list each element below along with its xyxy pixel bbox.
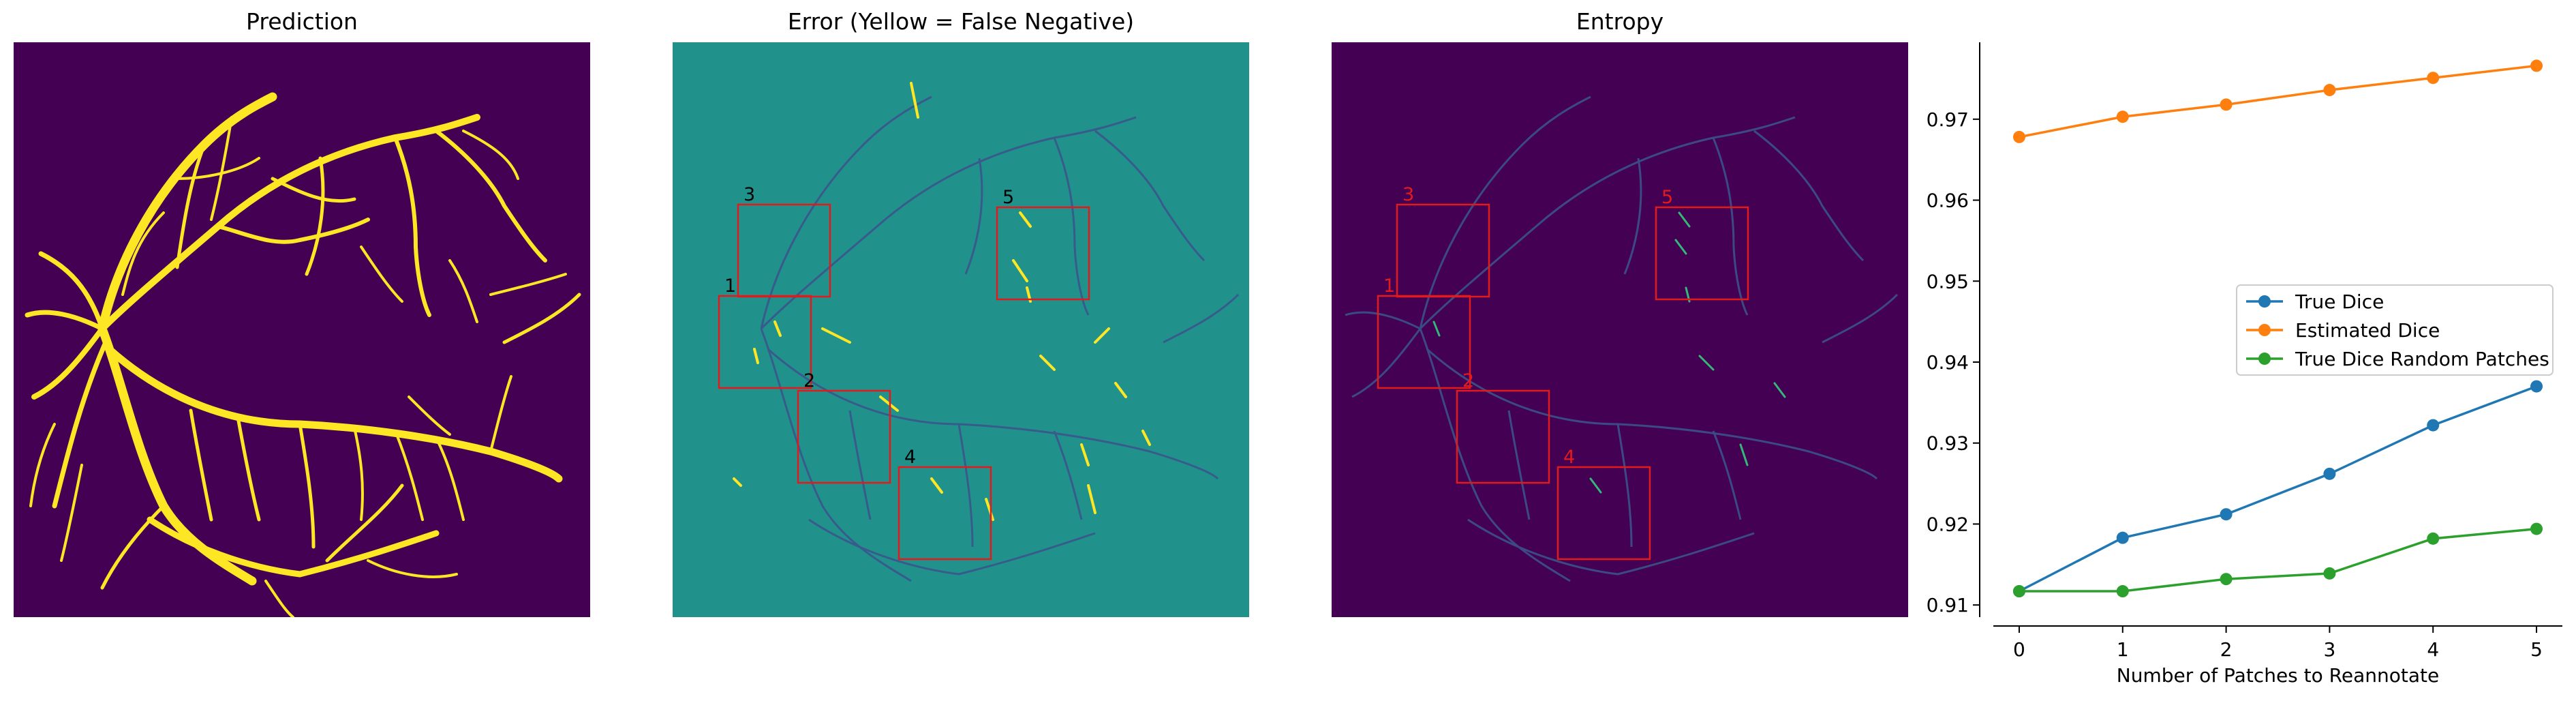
error-patch-boxes: [718, 203, 1090, 561]
x-tick-label: 0: [2013, 638, 2025, 661]
error-patch-label-1: 1: [724, 275, 736, 297]
entropy-patch-box-4: [1557, 466, 1651, 561]
panel-title-entropy: Entropy: [1576, 8, 1664, 35]
legend-item: True Dice Random Patches: [2246, 348, 2549, 370]
x-tick-label: 1: [2117, 638, 2129, 661]
data-point: [2220, 508, 2233, 521]
series-line: [2019, 385, 2537, 593]
data-point: [2530, 522, 2543, 535]
prediction-image: [14, 42, 590, 617]
data-point: [2116, 531, 2129, 544]
data-point: [2427, 72, 2440, 85]
error-map-image: 1 2 3 4 5: [673, 42, 1249, 617]
chart-axes: 0.91 0.92 0.93 0.94 0.95 0.96 0.97 0 1 2 3 4 5: [1927, 42, 2562, 661]
error-patch-label-2: 2: [803, 370, 815, 391]
legend-item: Estimated Dice: [2246, 319, 2440, 342]
y-tick-label: 0.92: [1927, 513, 1969, 535]
entropy-patch-box-3: [1396, 203, 1490, 298]
entropy-patch-label-3: 3: [1402, 184, 1414, 205]
x-tick-label: 3: [2323, 638, 2335, 661]
entropy-patch-label-1: 1: [1383, 275, 1395, 297]
data-point: [2116, 110, 2129, 123]
error-patch-box-2: [797, 389, 891, 484]
false-positive-traces: [760, 95, 1240, 582]
legend-marker: [2258, 324, 2271, 336]
y-tick-label: 0.96: [1927, 190, 1969, 212]
legend-marker: [2258, 295, 2271, 308]
prediction-background: [14, 42, 590, 617]
y-tick-label: 0.93: [1927, 432, 1969, 455]
series-0: [2012, 380, 2543, 598]
entropy-patch-box-5: [1655, 206, 1749, 301]
data-point: [2530, 59, 2543, 72]
legend-marker: [2258, 353, 2271, 365]
series-line: [2019, 64, 2537, 138]
y-tick-label: 0.91: [1927, 594, 1969, 616]
entropy-patch-label-4: 4: [1563, 447, 1575, 468]
error-background: [673, 42, 1249, 617]
legend-box: [2236, 284, 2554, 376]
y-tick-label: 0.94: [1927, 351, 1969, 374]
x-axis-label: Number of Patches to Reannotate: [2117, 664, 2439, 687]
error-patch-label-3: 3: [743, 184, 755, 205]
x-tick-label: 4: [2427, 638, 2439, 661]
legend-item: True Dice: [2246, 290, 2384, 313]
error-patch-box-5: [996, 206, 1090, 301]
x-tick-label: 5: [2530, 638, 2543, 661]
data-point: [2012, 130, 2025, 143]
entropy-patch-box-2: [1456, 389, 1550, 484]
series-2: [2012, 522, 2543, 598]
y-tick-label: 0.97: [1927, 108, 1969, 131]
data-point: [2427, 532, 2440, 545]
series-1: [2012, 59, 2543, 143]
y-tick-label: 0.95: [1927, 270, 1969, 293]
data-point: [2323, 467, 2336, 480]
legend-label: True Dice Random Patches: [2295, 348, 2549, 370]
data-point: [2427, 419, 2440, 432]
chart-series: [2012, 59, 2543, 598]
error-patch-label-4: 4: [904, 447, 916, 468]
uncertainty-edges: [1345, 95, 1899, 582]
data-point: [2012, 585, 2025, 598]
panel-title-error: Error (Yellow = False Negative): [787, 8, 1135, 35]
data-point: [2220, 98, 2233, 111]
error-patch-box-4: [898, 466, 992, 561]
chart-legend: True Dice Estimated Dice True Dice Random …: [2236, 284, 2554, 376]
data-point: [2530, 380, 2543, 393]
entropy-background: [1332, 42, 1908, 617]
entropy-patch-boxes: [1377, 203, 1749, 561]
data-point: [2116, 585, 2129, 598]
data-point: [2323, 567, 2336, 580]
legend-label: True Dice: [2295, 290, 2384, 313]
data-point: [2323, 84, 2336, 97]
vessel-tree: [25, 92, 581, 617]
legend-label: Estimated Dice: [2295, 319, 2440, 342]
error-patch-label-5: 5: [1002, 187, 1014, 208]
entropy-patch-label-2: 2: [1462, 370, 1474, 391]
entropy-map-image: 1 2 3 4 5: [1332, 42, 1908, 617]
panel-title-prediction: Prediction: [246, 8, 358, 35]
data-point: [2220, 573, 2233, 586]
false-negative-marks: [733, 82, 1151, 521]
error-patch-box-3: [737, 203, 831, 298]
high-entropy-marks: [1432, 211, 1786, 494]
x-tick-label: 2: [2220, 638, 2233, 661]
series-line: [2019, 527, 2537, 593]
entropy-patch-label-5: 5: [1661, 187, 1673, 208]
